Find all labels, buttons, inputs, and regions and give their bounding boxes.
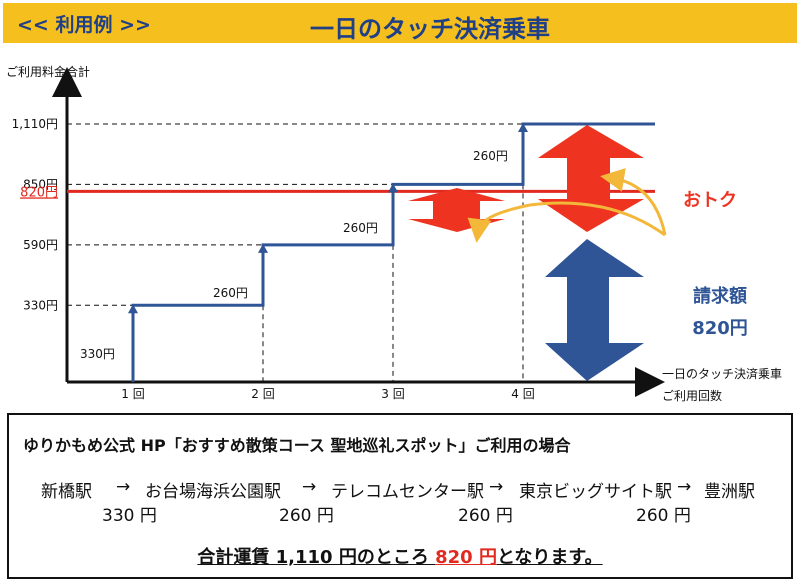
total-highlight: 820 円	[435, 547, 497, 568]
page-title: 一日のタッチ決済乗車	[310, 15, 550, 43]
billed-label: 請求額	[693, 285, 747, 307]
fare-2: 260 円	[279, 506, 334, 526]
x-tick-label: 2 回	[251, 387, 274, 401]
increment-label: 330円	[80, 347, 115, 361]
total-fare-line: 合計運賃 1,110 円のところ 820 円となります。	[9, 543, 791, 569]
fare-3: 260 円	[458, 506, 513, 526]
route-arrow: →	[489, 477, 504, 497]
increment-label: 260円	[213, 286, 248, 300]
billed-amount-arrow	[545, 239, 644, 381]
increment-label: 260円	[473, 149, 508, 163]
savings-label: おトク	[683, 190, 737, 211]
x-tick-label: 3 回	[381, 387, 404, 401]
step-arrowhead	[128, 304, 138, 314]
station-tokyo-big-sight: 東京ビッグサイト駅	[519, 482, 672, 502]
usage-example-tag: << 利用例 >>	[17, 14, 151, 36]
y-tick-label: 330円	[23, 298, 58, 312]
station-toyosu: 豊洲駅	[704, 482, 755, 502]
fare-step-chart: ご利用料金合計 330円 590円 850円 1,110円 1 回 2 回 3 回 4 回 一日の…	[6, 64, 782, 403]
route-arrow: →	[677, 477, 692, 497]
route-arrow: →	[302, 477, 317, 497]
y-tick-label: 590円	[23, 238, 58, 252]
fare-4: 260 円	[636, 506, 691, 526]
step-arrowhead	[258, 243, 268, 253]
example-box: ゆりかもめ公式 HP「おすすめ散策コース 聖地巡礼スポット」ご利用の場合 新橋駅…	[7, 413, 793, 579]
x-tick-label: 1 回	[121, 387, 144, 401]
total-prefix: 合計運賃 1,110 円のところ	[197, 547, 436, 568]
fare-step-line	[131, 122, 655, 382]
step-arrowhead	[518, 123, 528, 132]
header-banner: << 利用例 >> 一日のタッチ決済乗車	[3, 3, 797, 43]
x-axis-label: 一日のタッチ決済乗車	[662, 366, 782, 381]
callout-curve	[600, 168, 667, 236]
billed-amount: 820円	[692, 318, 748, 339]
example-heading: ゆりかもめ公式 HP「おすすめ散策コース 聖地巡礼スポット」ご利用の場合	[23, 436, 571, 455]
total-suffix: となります。	[496, 547, 603, 568]
fare-1: 330 円	[102, 506, 157, 526]
step-arrowhead	[388, 183, 398, 193]
savings-arrow-large	[538, 125, 644, 232]
savings-arrow-small	[408, 188, 505, 232]
cap-tick-label: 820円	[20, 185, 58, 200]
x-tick-label: 4 回	[511, 387, 534, 401]
callout-curve	[467, 201, 666, 243]
y-axis-label: ご利用料金合計	[6, 64, 90, 79]
station-odaiba-kaihinkoen: お台場海浜公園駅	[145, 482, 281, 502]
increment-label: 260円	[343, 221, 378, 235]
y-tick-label: 850円	[23, 177, 58, 191]
x-axis-sublabel: ご利用回数	[662, 388, 722, 403]
route-arrow: →	[116, 477, 131, 497]
station-shimbashi: 新橋駅	[41, 482, 92, 502]
y-tick-label: 1,110円	[12, 117, 58, 131]
station-telecom-center: テレコムセンター駅	[331, 482, 484, 502]
